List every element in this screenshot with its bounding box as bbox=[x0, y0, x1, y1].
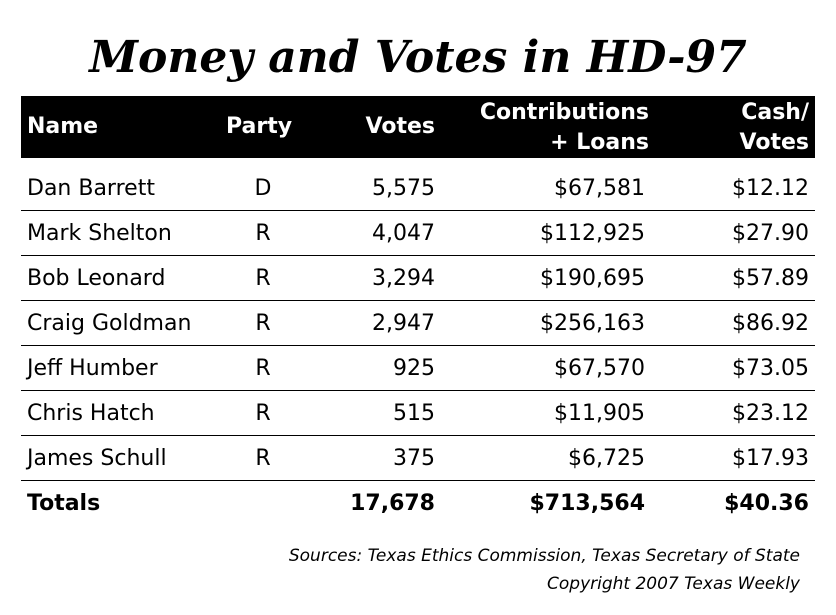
table-header: Name Party Votes Contributions + Loans C… bbox=[21, 96, 815, 158]
candidate-contributions: $67,570 bbox=[554, 356, 645, 381]
candidate-name: Jeff Humber bbox=[27, 356, 158, 381]
candidate-contributions: $67,581 bbox=[554, 176, 645, 201]
totals-row: Totals 17,678 $713,564 $40.36 bbox=[21, 481, 815, 526]
candidate-cash-per-vote: $27.90 bbox=[732, 221, 809, 246]
candidate-votes: 375 bbox=[393, 446, 435, 471]
candidate-party: R bbox=[255, 446, 271, 471]
candidate-party: R bbox=[255, 221, 271, 246]
table-row: James Schull R 375 $6,725 $17.93 bbox=[21, 436, 815, 481]
candidate-votes: 515 bbox=[393, 401, 435, 426]
header-cash-line1: Cash/ bbox=[741, 100, 809, 125]
candidate-name: Bob Leonard bbox=[27, 266, 166, 291]
candidate-cash-per-vote: $12.12 bbox=[732, 176, 809, 201]
header-cash-per-vote: Cash/ Votes bbox=[740, 98, 809, 158]
candidate-party: R bbox=[255, 401, 271, 426]
table-row: Mark Shelton R 4,047 $112,925 $27.90 bbox=[21, 211, 815, 256]
header-contributions-line1: Contributions bbox=[479, 100, 649, 125]
candidate-contributions: $256,163 bbox=[540, 311, 645, 336]
candidate-name: Craig Goldman bbox=[27, 311, 192, 336]
candidate-cash-per-vote: $23.12 bbox=[732, 401, 809, 426]
header-contributions-line2: + Loans bbox=[550, 130, 649, 155]
table-row: Dan Barrett D 5,575 $67,581 $12.12 bbox=[21, 166, 815, 211]
candidate-votes: 4,047 bbox=[372, 221, 435, 246]
candidate-name: Dan Barrett bbox=[27, 176, 155, 201]
candidate-party: R bbox=[255, 311, 271, 336]
candidate-party: D bbox=[254, 176, 272, 201]
candidate-cash-per-vote: $73.05 bbox=[732, 356, 809, 381]
header-votes: Votes bbox=[365, 114, 435, 139]
table-row: Craig Goldman R 2,947 $256,163 $86.92 bbox=[21, 301, 815, 346]
table-row: Bob Leonard R 3,294 $190,695 $57.89 bbox=[21, 256, 815, 301]
sources-note: Sources: Texas Ethics Commission, Texas … bbox=[288, 546, 800, 566]
candidate-cash-per-vote: $86.92 bbox=[732, 311, 809, 336]
totals-cash-per-vote: $40.36 bbox=[724, 491, 809, 516]
candidate-name: Mark Shelton bbox=[27, 221, 172, 246]
page-title: Money and Votes in HD-97 bbox=[89, 32, 747, 83]
candidate-party: R bbox=[255, 356, 271, 381]
totals-votes: 17,678 bbox=[350, 491, 435, 516]
totals-contributions: $713,564 bbox=[529, 491, 645, 516]
candidate-cash-per-vote: $17.93 bbox=[732, 446, 809, 471]
candidate-contributions: $11,905 bbox=[554, 401, 645, 426]
header-name: Name bbox=[27, 114, 99, 139]
candidate-contributions: $6,725 bbox=[568, 446, 645, 471]
header-contributions: Contributions + Loans bbox=[480, 98, 649, 158]
candidate-party: R bbox=[255, 266, 271, 291]
table-row: Jeff Humber R 925 $67,570 $73.05 bbox=[21, 346, 815, 391]
candidate-votes: 925 bbox=[393, 356, 435, 381]
header-party: Party bbox=[226, 114, 293, 139]
candidate-contributions: $190,695 bbox=[540, 266, 645, 291]
table-row: Chris Hatch R 515 $11,905 $23.12 bbox=[21, 391, 815, 436]
table-body: Dan Barrett D 5,575 $67,581 $12.12 Mark … bbox=[21, 166, 815, 526]
candidate-cash-per-vote: $57.89 bbox=[732, 266, 809, 291]
candidate-name: James Schull bbox=[27, 446, 167, 471]
candidate-votes: 2,947 bbox=[372, 311, 435, 336]
candidate-votes: 5,575 bbox=[372, 176, 435, 201]
candidate-votes: 3,294 bbox=[372, 266, 435, 291]
copyright-note: Copyright 2007 Texas Weekly bbox=[547, 574, 800, 594]
header-cash-line2: Votes bbox=[739, 130, 809, 155]
candidate-contributions: $112,925 bbox=[540, 221, 645, 246]
candidate-name: Chris Hatch bbox=[27, 401, 155, 426]
totals-label: Totals bbox=[27, 491, 101, 516]
